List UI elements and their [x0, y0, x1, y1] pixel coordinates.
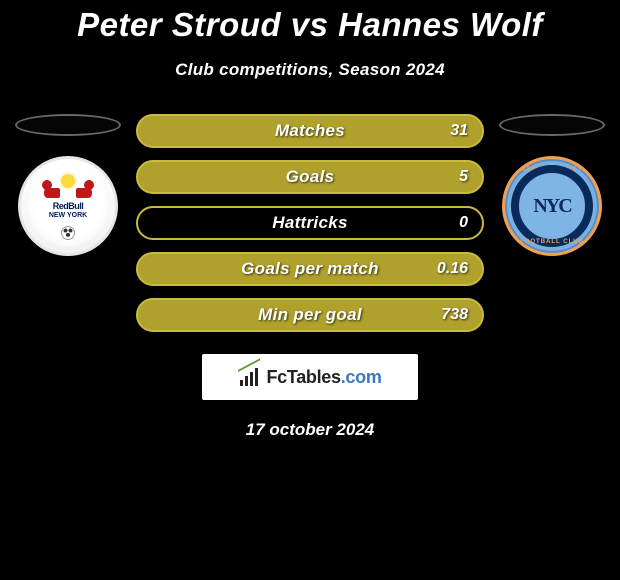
stat-label: Min per goal [258, 305, 362, 325]
right-team-crest: NEW YORK CITY NYC FOOTBALL CLUB [502, 156, 602, 256]
stat-bar: Hattricks 0 [136, 206, 484, 240]
stat-bar: Min per goal 738 [136, 298, 484, 332]
brand-chart-icon [238, 368, 260, 386]
crest-monogram: NYC [533, 195, 570, 218]
stats-column: Matches 31 Goals 5 Hattricks 0 Goals per match… [128, 114, 492, 344]
stat-bar: Matches 31 [136, 114, 484, 148]
brand-badge: FcTables.com [202, 354, 418, 400]
soccer-ball-icon [61, 226, 75, 240]
stat-label: Goals per match [241, 259, 379, 279]
stat-label: Goals [286, 167, 335, 187]
crest-arc-bottom: FOOTBALL CLUB [505, 239, 599, 245]
left-player-slot [15, 114, 121, 136]
crest-text-top: RedBull [28, 201, 108, 211]
stat-bar: Goals 5 [136, 160, 484, 194]
left-team-crest: RedBull NEW YORK [18, 156, 118, 256]
date-label: 17 october 2024 [0, 420, 620, 440]
stat-value-right: 31 [450, 122, 468, 140]
subtitle: Club competitions, Season 2024 [0, 60, 620, 80]
stat-label: Hattricks [272, 213, 347, 233]
stat-value-right: 0 [459, 214, 468, 232]
crest-text-bottom: NEW YORK [28, 212, 108, 219]
bull-icon [72, 180, 94, 198]
stat-bar: Goals per match 0.16 [136, 252, 484, 286]
stat-value-right: 5 [459, 168, 468, 186]
main-row: RedBull NEW YORK Matches 31 Goals 5 Hattrick… [0, 114, 620, 344]
stat-value-right: 0.16 [437, 260, 468, 278]
brand-text: FcTables.com [266, 367, 381, 388]
brand-name: FcTables [266, 367, 340, 387]
comparison-card: Peter Stroud vs Hannes Wolf Club competi… [0, 0, 620, 440]
right-player-col: NEW YORK CITY NYC FOOTBALL CLUB [492, 114, 612, 256]
bull-icon [42, 180, 64, 198]
stat-label: Matches [275, 121, 345, 141]
brand-domain: .com [341, 367, 382, 387]
left-player-col: RedBull NEW YORK [8, 114, 128, 256]
right-player-slot [499, 114, 605, 136]
stat-value-right: 738 [441, 306, 468, 324]
page-title: Peter Stroud vs Hannes Wolf [0, 6, 620, 44]
